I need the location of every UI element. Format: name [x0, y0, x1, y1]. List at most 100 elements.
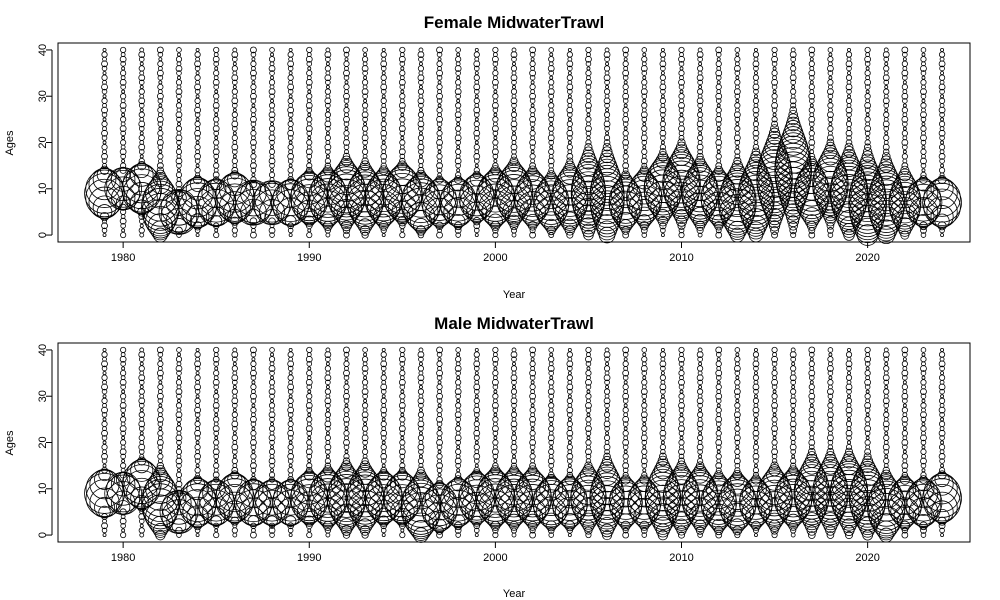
- bubble: [270, 145, 274, 150]
- bubble: [746, 156, 765, 175]
- bubble: [177, 468, 181, 473]
- bubble: [790, 232, 797, 239]
- bubble: [511, 56, 517, 62]
- bubble: [902, 374, 908, 381]
- bubble: [186, 477, 209, 500]
- bubble: [902, 121, 908, 127]
- bubble: [812, 475, 849, 512]
- bubble: [139, 154, 144, 159]
- bubble: [182, 496, 213, 528]
- bubble: [926, 177, 958, 209]
- bubble: [922, 478, 962, 518]
- bubble: [751, 147, 761, 157]
- bubble: [403, 175, 439, 211]
- bubble: [158, 426, 163, 431]
- bubble: [868, 175, 904, 212]
- bubble: [809, 126, 814, 131]
- bubble: [583, 146, 594, 158]
- bubble: [435, 175, 444, 184]
- bubble: [355, 465, 375, 485]
- bubble: [771, 61, 778, 67]
- bubble: [417, 411, 425, 418]
- bubble: [602, 142, 612, 152]
- bubble: [250, 467, 257, 474]
- bubble: [268, 180, 276, 188]
- bubble: [590, 472, 624, 506]
- bubble: [102, 347, 107, 352]
- bubble: [920, 448, 927, 455]
- bubble: [250, 453, 257, 460]
- bubble: [380, 420, 387, 428]
- bubble: [566, 144, 573, 151]
- bubble: [206, 479, 226, 499]
- bubble: [425, 197, 454, 227]
- bubble: [904, 483, 943, 522]
- bubble: [902, 351, 908, 358]
- bubble: [400, 459, 405, 463]
- bubble: [503, 506, 525, 527]
- bubble: [764, 136, 785, 158]
- bubble: [678, 407, 685, 413]
- bubble: [741, 479, 770, 508]
- bubble: [472, 170, 481, 180]
- bubble: [251, 80, 256, 85]
- bubble: [343, 444, 350, 450]
- bubble: [771, 407, 778, 413]
- bubble: [548, 448, 555, 455]
- bubble: [902, 80, 907, 85]
- bubble: [660, 111, 666, 118]
- bubble: [497, 472, 531, 506]
- bubble: [898, 224, 912, 237]
- bubble: [883, 102, 890, 109]
- bubble: [474, 47, 479, 52]
- bubble: [529, 46, 536, 54]
- bubble: [564, 474, 576, 485]
- bubble: [847, 347, 851, 352]
- bubble: [827, 125, 834, 132]
- bubble: [343, 46, 350, 54]
- bubble: [529, 351, 536, 358]
- bubble: [890, 478, 920, 508]
- bubble: [660, 135, 666, 141]
- bubble: [325, 356, 331, 362]
- bubble: [678, 393, 685, 400]
- bubble: [659, 397, 666, 404]
- bubble: [492, 407, 499, 413]
- bubble: [860, 153, 876, 169]
- bubble: [735, 75, 740, 80]
- bubble: [592, 201, 622, 232]
- bubble: [642, 398, 647, 403]
- bubble: [827, 47, 834, 53]
- bubble: [326, 173, 367, 214]
- bubble: [641, 448, 648, 455]
- bubble: [380, 444, 387, 451]
- bubble: [529, 144, 536, 150]
- bubble: [920, 79, 927, 86]
- bubble: [436, 467, 443, 474]
- bubble: [799, 163, 824, 187]
- bubble: [357, 218, 373, 234]
- bubble: [660, 440, 665, 445]
- bubble: [102, 463, 107, 468]
- bubble: [357, 162, 373, 178]
- bubble: [697, 47, 703, 53]
- bubble: [456, 168, 461, 173]
- bubble: [940, 117, 945, 122]
- bubble: [734, 70, 741, 76]
- bubble: [603, 411, 611, 418]
- bubble: [549, 422, 554, 426]
- bubble: [939, 74, 946, 81]
- bubble: [213, 346, 220, 354]
- bubble: [697, 411, 704, 418]
- bubble: [608, 485, 643, 520]
- bubble: [380, 51, 387, 58]
- bubble: [585, 70, 592, 77]
- bubble: [213, 84, 219, 90]
- bubble: [667, 188, 696, 217]
- bubble: [214, 159, 219, 163]
- bubble: [846, 388, 852, 395]
- bubble: [827, 79, 834, 86]
- bubble: [716, 126, 721, 131]
- bubble-layer: [84, 46, 962, 246]
- bubble: [890, 178, 920, 209]
